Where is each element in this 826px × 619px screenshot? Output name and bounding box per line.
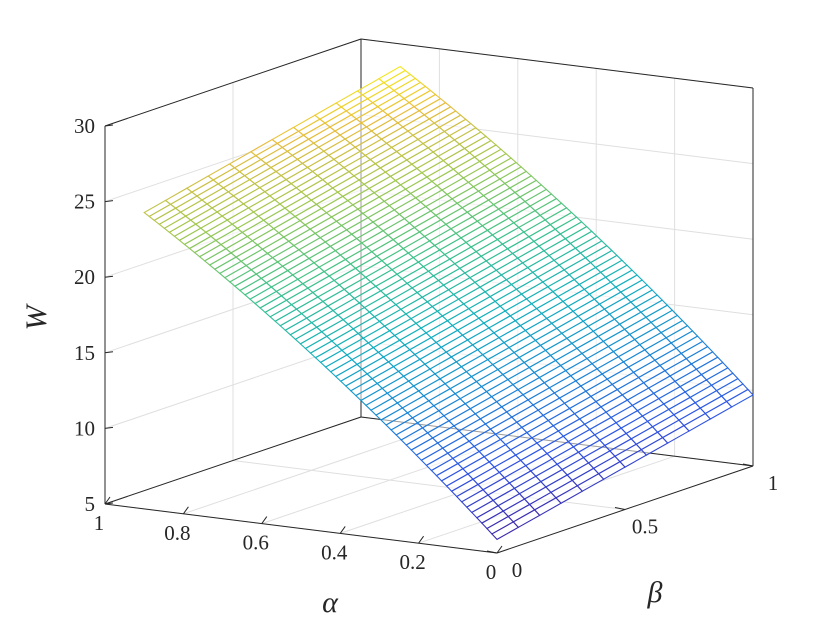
beta-tick-mark (486, 550, 498, 554)
alpha-tick-mark (339, 526, 346, 534)
alpha-tick-label: 0.4 (321, 540, 348, 564)
y-axis-label: β (647, 576, 663, 609)
tick-marks (104, 124, 754, 554)
w-tick-label: 30 (74, 114, 95, 138)
beta-tick-label: 0.5 (632, 515, 658, 539)
alpha-tick-label: 0 (486, 560, 497, 584)
w-tick-label: 5 (85, 492, 96, 516)
beta-tick-label: 0 (512, 558, 523, 582)
beta-tick-mark (742, 463, 754, 467)
alpha-tick-mark (496, 545, 503, 554)
beta-tick-label: 1 (768, 471, 779, 495)
w-tick-label: 15 (74, 341, 95, 365)
alpha-tick-label: 0.6 (243, 531, 269, 555)
alpha-tick-label: 0.8 (164, 521, 190, 545)
box-edge-floor-back-left (104, 416, 362, 505)
z-axis-label: W (20, 303, 53, 331)
alpha-tick-mark (104, 496, 111, 505)
box-edge-top-left (104, 38, 362, 127)
alpha-tick-mark (261, 516, 268, 524)
surface-mesh (143, 65, 754, 541)
surface-patch (491, 521, 520, 541)
w-tick-mark (104, 351, 114, 354)
w-tick-label: 10 (74, 416, 95, 440)
alpha-tick-mark (182, 506, 189, 515)
w-tick-mark (104, 200, 114, 203)
alpha-tick-label: 0.2 (399, 550, 425, 574)
axes-box (104, 38, 754, 554)
w-tick-mark (104, 502, 114, 505)
alpha-tick-mark (418, 535, 425, 544)
alpha-axis-line (104, 503, 498, 554)
w-tick-mark (104, 124, 114, 127)
beta-tick-mark (614, 507, 626, 510)
w-tick-label: 20 (74, 265, 95, 289)
x-axis-label: α (322, 586, 339, 619)
w-tick-mark (104, 275, 114, 278)
box-edge-top-right (360, 38, 754, 89)
alpha-tick-label: 1 (94, 511, 105, 535)
w-tick-mark (104, 426, 114, 429)
w-tick-label: 25 (74, 190, 95, 214)
tick-labels: 5 10 15 20 25 30 1 0.8 0.6 0.4 0.2 0 0 0.5 1 (74, 114, 778, 584)
